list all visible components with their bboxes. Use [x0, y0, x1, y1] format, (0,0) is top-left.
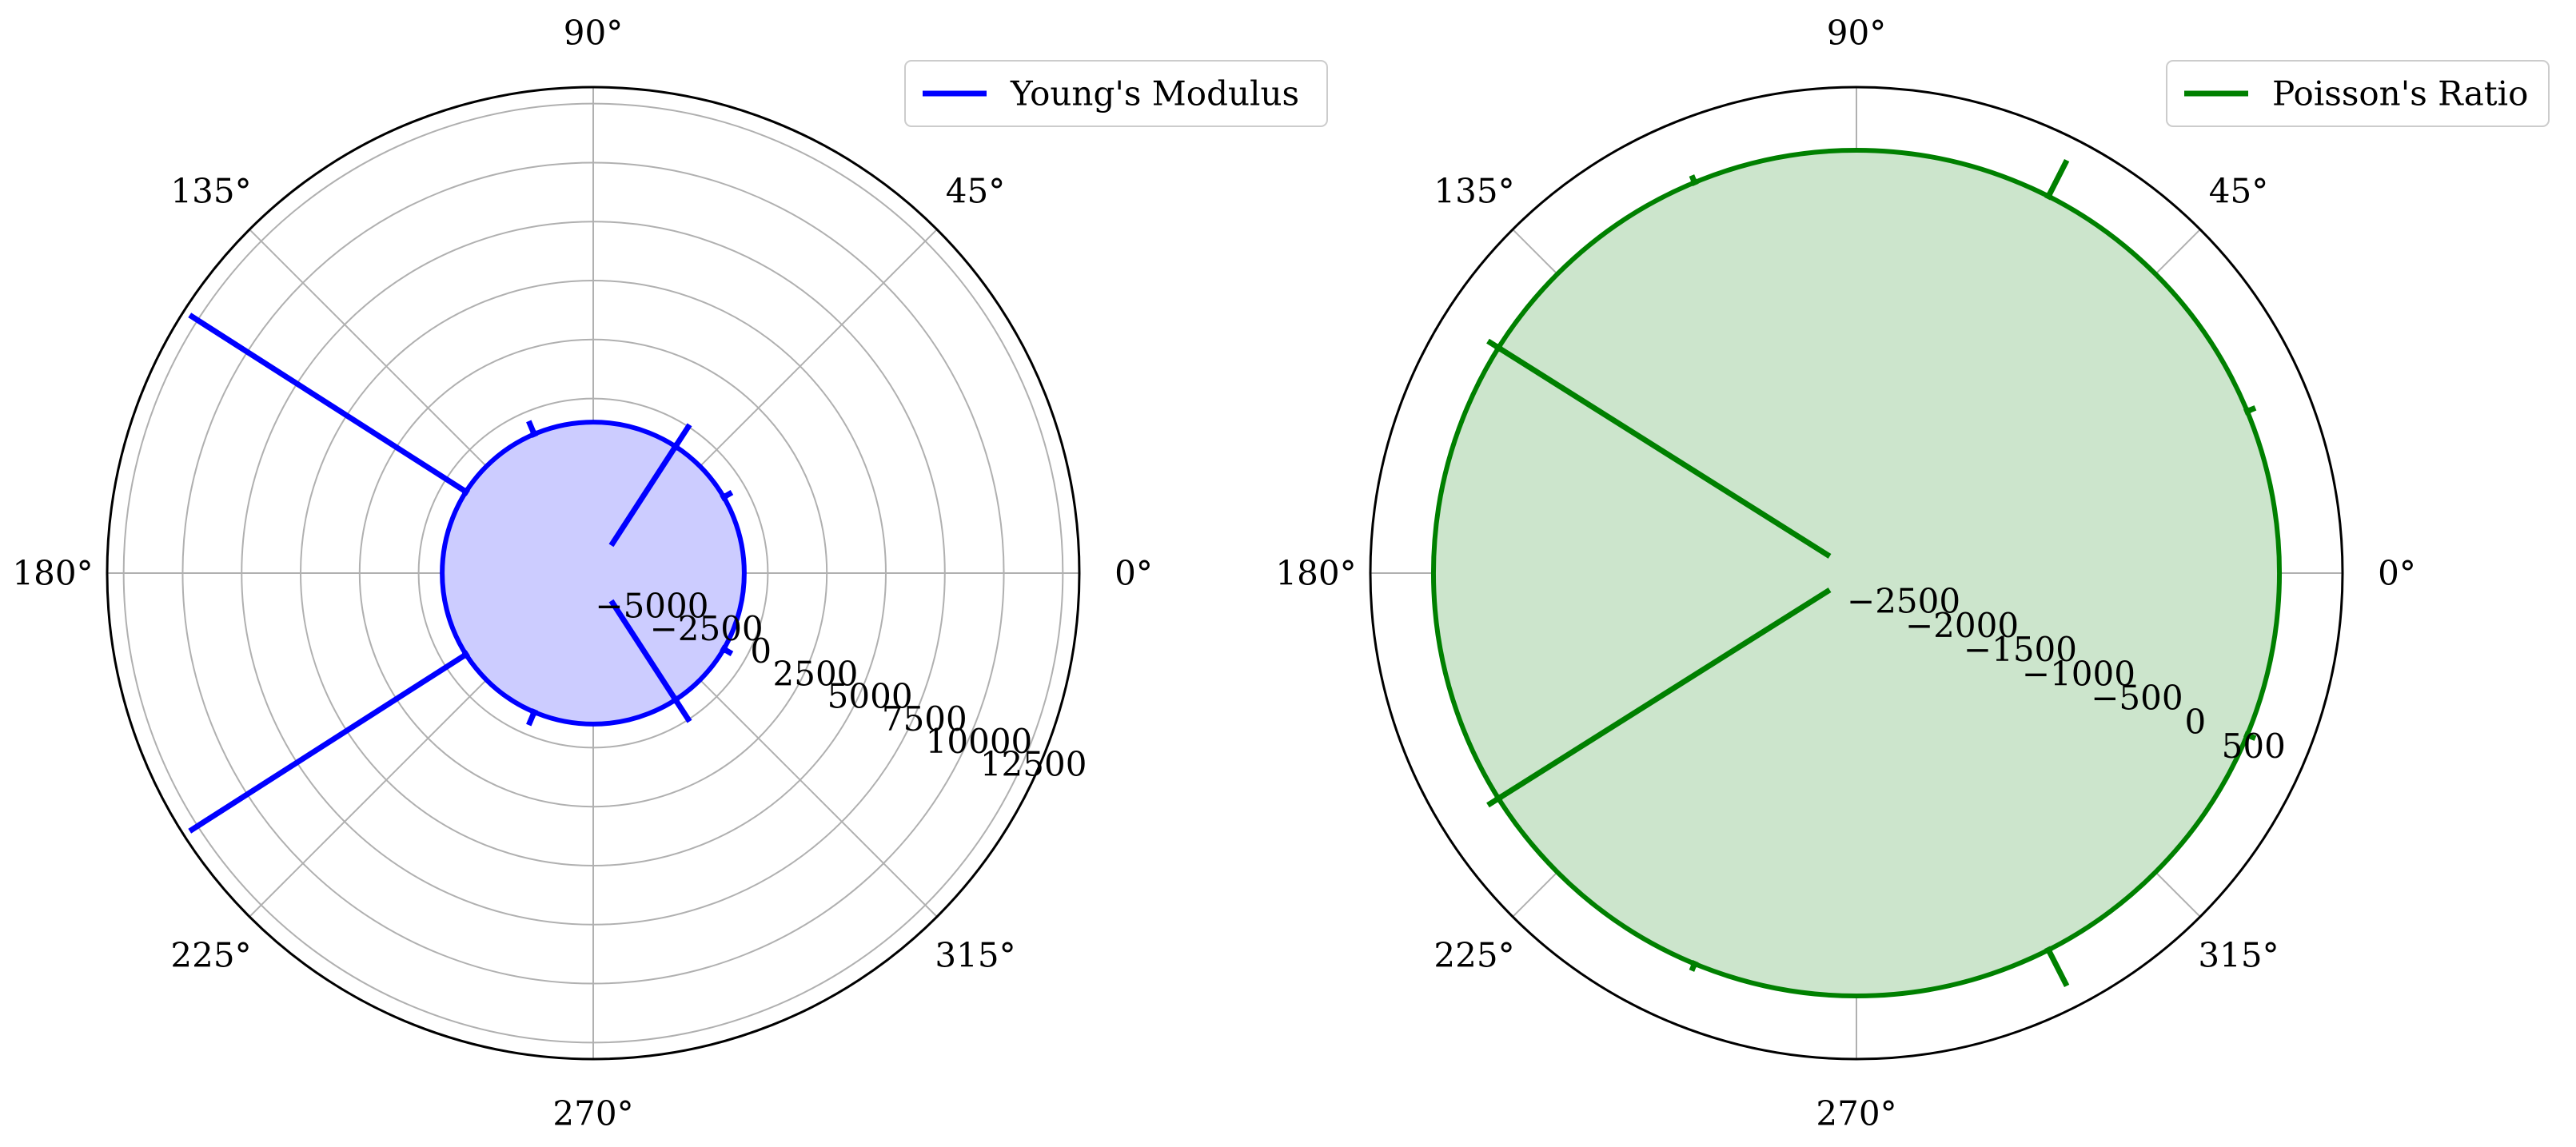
radial-tick-label: 7500: [882, 699, 967, 739]
angular-tick-label: 45°: [2209, 171, 2268, 210]
series-spike-joint: [2044, 192, 2053, 201]
series-spike: [188, 313, 468, 495]
angular-tick-label: 315°: [935, 936, 1015, 975]
angular-tick-label: 270°: [1816, 1094, 1896, 1133]
angular-tick-label: 90°: [564, 14, 623, 53]
angular-tick-label: 0°: [2378, 554, 2416, 593]
series-spike-joint: [530, 708, 539, 716]
angular-tick-label: 225°: [170, 936, 251, 975]
radial-tick-label: −1000: [2022, 654, 2135, 693]
series-spike-joint: [671, 695, 680, 704]
series-spike-joint: [461, 487, 470, 496]
poissons-ratio-polar-plot: 0° 45° 90° 135° 180° 225° 270° 315° −2500−2000−1…: [1275, 14, 2550, 1133]
series-spike-joint: [1690, 178, 1699, 186]
radial-tick-label: 500: [2222, 727, 2286, 766]
radial-tick-label: −500: [2091, 679, 2183, 718]
angular-tick-label: 135°: [1434, 171, 1514, 210]
angular-tick-label: 0°: [1115, 554, 1153, 593]
angular-tick-label: 180°: [1275, 554, 1356, 593]
series-spike-joint: [2243, 407, 2251, 416]
polar-frame: [1369, 86, 2344, 1061]
legend-frame: [2166, 60, 2550, 127]
angular-tick-label: 315°: [2198, 936, 2279, 975]
radial-tick-label: −2500: [650, 609, 764, 648]
radial-tick-label: −1500: [1964, 630, 2077, 669]
series-spike: [1486, 587, 1832, 808]
radial-gridline: [417, 397, 769, 749]
series-spike-joint: [720, 644, 728, 654]
series-spike: [1486, 338, 1832, 559]
radial-gridline: [181, 161, 1005, 985]
radial-tick-label: −2000: [1905, 606, 2019, 645]
series-spike-joint: [720, 492, 728, 502]
legend-label: Young's Modulus: [1010, 74, 1299, 114]
angular-tick-label: 135°: [170, 171, 251, 210]
series-spike: [2046, 948, 2070, 987]
legend-label: Poisson's Ratio: [2272, 74, 2528, 114]
radial-tick-label: 0: [2184, 703, 2206, 742]
radial-gridline: [122, 102, 1064, 1044]
radial-tick-label: 5000: [827, 677, 913, 716]
series-spike-joint: [1494, 343, 1503, 352]
series-fill: [442, 422, 744, 724]
radial-tick-label: −2500: [1847, 582, 1960, 621]
angular-tick-label: 180°: [12, 554, 93, 593]
series-spike: [188, 651, 468, 834]
series-line: [1430, 147, 2283, 999]
radial-gridline: [300, 280, 887, 866]
legend: Young's Modulus: [904, 60, 1328, 127]
radial-gridline: [241, 221, 946, 926]
series-spike-joint: [461, 650, 470, 659]
angular-tick-label: 90°: [1827, 14, 1886, 53]
angular-tick-label: 225°: [1434, 936, 1514, 975]
radial-tick-label: −5000: [595, 587, 708, 626]
series-spike-joint: [1494, 794, 1503, 803]
series-spike-joint: [1690, 960, 1699, 968]
series-fill: [1433, 149, 2280, 997]
polar-frame: [106, 86, 1081, 1061]
series-line: [440, 420, 747, 727]
radial-tick-label: 10000: [926, 722, 1033, 761]
legend-frame: [904, 60, 1328, 127]
radial-tick-label: 12500: [980, 744, 1087, 783]
series-spike-joint: [671, 442, 680, 451]
legend: Poisson's Ratio: [2166, 60, 2550, 127]
series-spike-joint: [530, 430, 539, 438]
series-spike-joint: [2243, 731, 2251, 739]
series-spike: [2046, 159, 2070, 198]
radial-tick-label: 2500: [773, 654, 859, 693]
youngs-modulus-polar-plot: 0° 45° 90° 135° 180° 225° 270° 315° −5000−250002…: [12, 14, 1328, 1133]
radial-tick-label: 0: [750, 631, 772, 671]
radial-gridline: [358, 338, 828, 808]
angular-tick-label: 270°: [552, 1094, 633, 1133]
series-spike-joint: [2044, 946, 2053, 954]
angular-tick-label: 45°: [946, 171, 1005, 210]
